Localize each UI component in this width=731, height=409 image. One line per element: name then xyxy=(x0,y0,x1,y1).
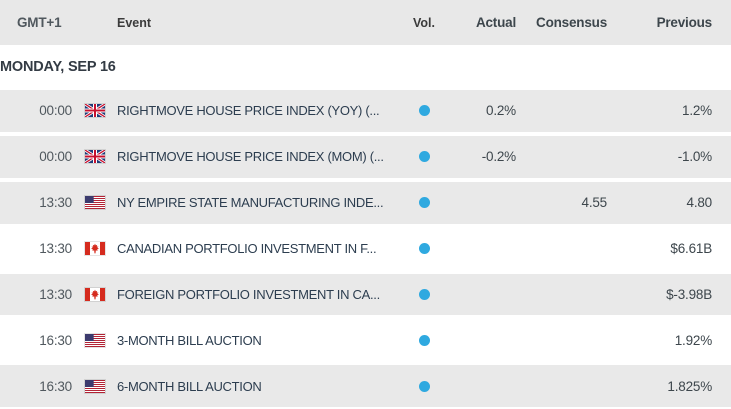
col-header-consensus: Consensus xyxy=(536,15,607,30)
volatility-dot-icon xyxy=(418,289,430,300)
table-row[interactable]: 13:30 CANADIAN PORTFOLIO INVESTMENT IN F… xyxy=(0,225,731,272)
volatility-dot-icon xyxy=(418,380,430,392)
previous-value: 1.2% xyxy=(682,103,712,119)
event-time: 00:00 xyxy=(39,149,72,165)
previous-value: -1.0% xyxy=(677,149,712,165)
table-header: GMT+1 Event Vol. Actual Consensus Previo… xyxy=(0,0,731,45)
table-row[interactable]: 00:00 RIGHTMOVE HOUSE PRICE INDEX (MOM) … xyxy=(0,133,731,180)
col-header-actual: Actual xyxy=(475,15,516,30)
col-header-event: Event xyxy=(117,15,152,30)
event-time: 00:00 xyxy=(39,103,72,119)
flag-united-states-icon xyxy=(85,333,117,347)
event-time: 13:30 xyxy=(39,287,72,302)
event-name[interactable]: 6-MONTH BILL AUCTION xyxy=(117,378,262,394)
flag-united-states-icon xyxy=(85,379,117,393)
table-row[interactable]: 13:30 FOREIGN PORTFOLIO INVESTMENT IN CA… xyxy=(0,271,731,318)
volatility-dot-icon xyxy=(418,151,430,163)
col-header-previous: Previous xyxy=(656,15,713,30)
event-name[interactable]: CANADIAN PORTFOLIO INVESTMENT IN F... xyxy=(117,241,377,257)
table-row[interactable]: 13:30 NY EMPIRE STATE MANUFACTURING INDE… xyxy=(0,179,731,226)
volatility-cell xyxy=(400,334,448,346)
event-name[interactable]: 3-MONTH BILL AUCTION xyxy=(117,332,262,348)
volatility-cell xyxy=(400,151,448,163)
volatility-cell xyxy=(400,289,448,300)
col-header-vol: Vol. xyxy=(413,15,435,30)
event-name[interactable]: RIGHTMOVE HOUSE PRICE INDEX (YOY) (... xyxy=(117,103,380,119)
table-row[interactable]: 16:30 6-MONTH BILL AUCTION 1.825% xyxy=(0,363,731,409)
actual-value: 0.2% xyxy=(486,103,516,119)
volatility-dot-icon xyxy=(418,197,430,209)
previous-value: $-3.98B xyxy=(666,287,712,302)
flag-canada-icon xyxy=(85,242,117,256)
volatility-dot-icon xyxy=(418,334,430,346)
day-header-label: MONDAY, SEP 16 xyxy=(0,58,116,75)
event-time: 16:30 xyxy=(39,378,72,394)
flag-canada-icon xyxy=(85,288,117,301)
flag-united-kingdom-icon xyxy=(85,150,117,164)
volatility-cell xyxy=(400,105,448,117)
event-time: 13:30 xyxy=(39,195,72,211)
event-name[interactable]: RIGHTMOVE HOUSE PRICE INDEX (MOM) (... xyxy=(117,149,384,165)
event-time: 16:30 xyxy=(39,332,72,348)
table-row[interactable]: 00:00 RIGHTMOVE HOUSE PRICE INDEX (YOY) … xyxy=(0,88,731,134)
previous-value: 1.92% xyxy=(674,332,712,348)
event-time: 13:30 xyxy=(39,241,72,257)
event-name[interactable]: NY EMPIRE STATE MANUFACTURING INDE... xyxy=(117,195,384,211)
table-row[interactable]: 16:30 3-MONTH BILL AUCTION 1.92% xyxy=(0,317,731,364)
previous-value: 1.825% xyxy=(667,378,712,394)
flag-united-states-icon xyxy=(85,196,117,210)
volatility-cell xyxy=(400,197,448,209)
previous-value: 4.80 xyxy=(686,195,713,211)
volatility-cell xyxy=(400,243,448,255)
flag-united-kingdom-icon xyxy=(85,104,117,118)
event-name[interactable]: FOREIGN PORTFOLIO INVESTMENT IN CA... xyxy=(117,287,380,302)
volatility-dot-icon xyxy=(418,243,430,255)
day-header: MONDAY, SEP 16 xyxy=(0,45,731,88)
actual-value: -0.2% xyxy=(481,149,516,165)
consensus-value: 4.55 xyxy=(581,195,608,211)
col-header-time: GMT+1 xyxy=(17,15,62,30)
volatility-dot-icon xyxy=(418,105,430,117)
volatility-cell xyxy=(400,380,448,392)
previous-value: $6.61B xyxy=(670,241,712,257)
